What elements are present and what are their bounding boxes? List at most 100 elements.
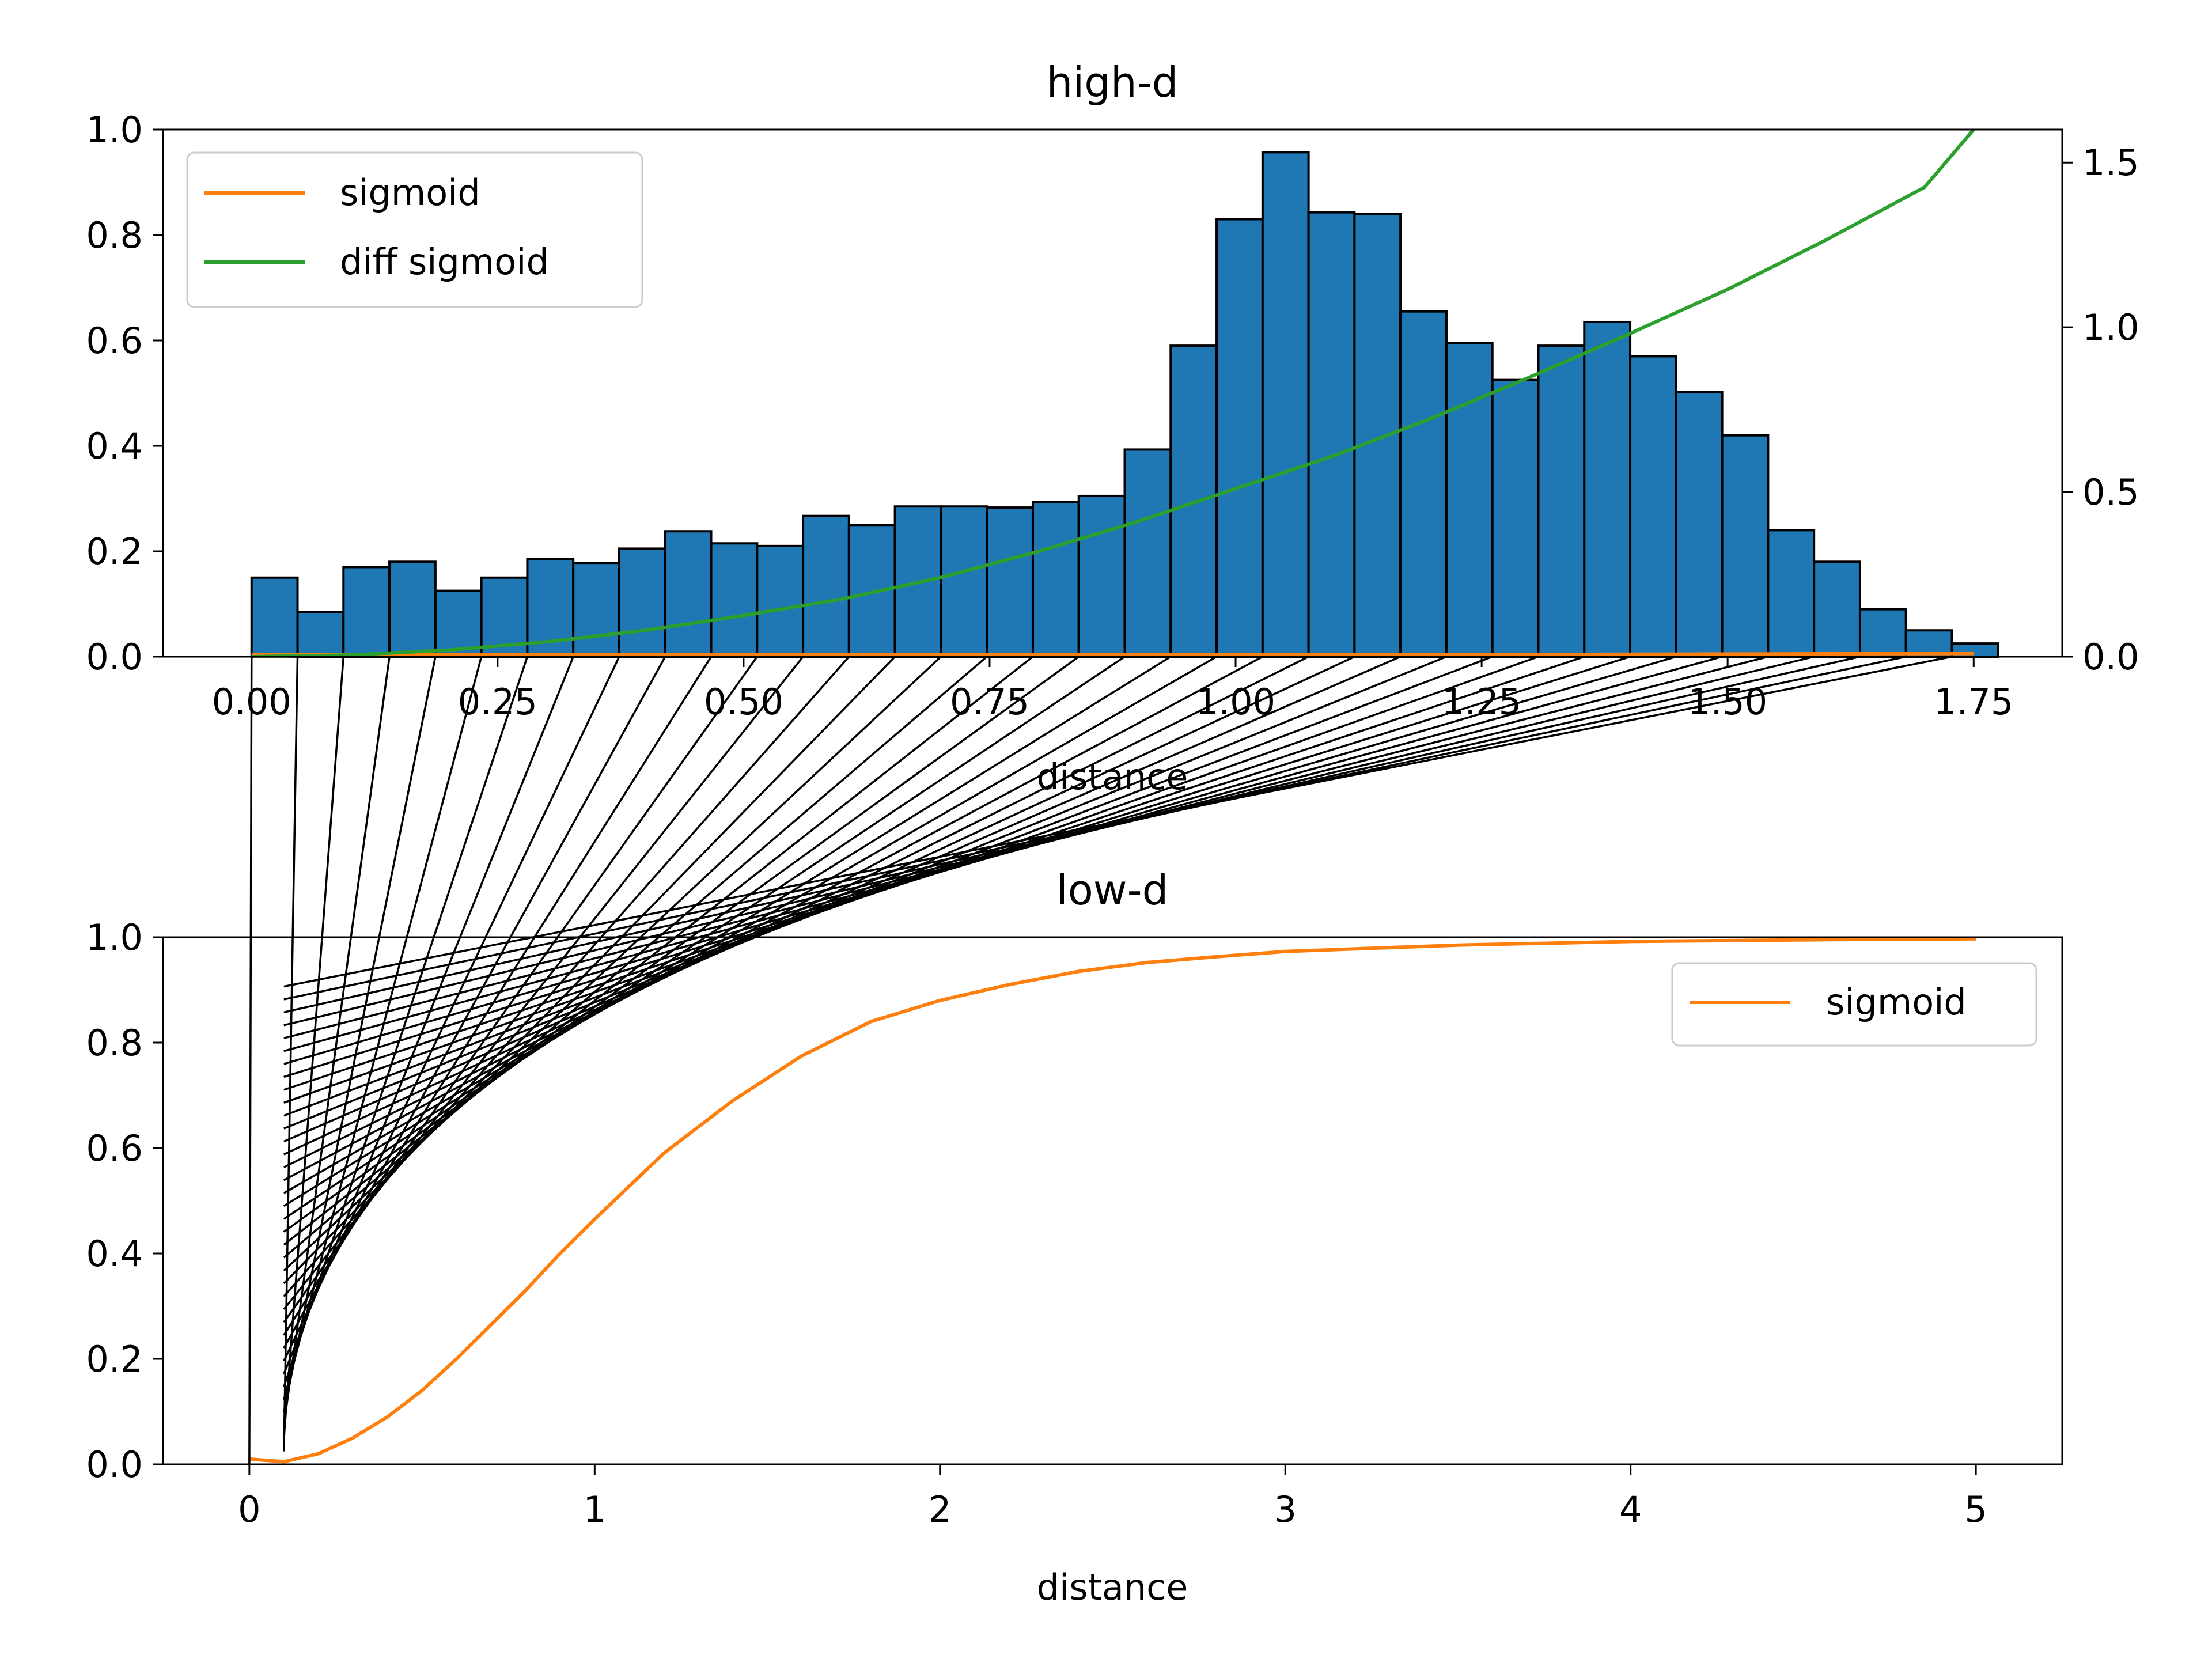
histogram-bar — [296, 611, 345, 658]
histogram-bar — [1858, 608, 1907, 658]
histogram-bar — [1215, 218, 1264, 658]
low-d-legend-box — [1671, 962, 2037, 1047]
histogram-bar — [710, 542, 759, 658]
high-d-x-ticks: 0.000.250.500.751.001.251.501.75 — [212, 657, 2013, 723]
y-tick-label: 0.2 — [86, 531, 143, 573]
high-d-legend-label-diff-sigmoid: diff sigmoid — [340, 241, 549, 283]
histogram-bar — [1583, 320, 1632, 658]
histogram-bar — [1077, 494, 1126, 658]
mapping-lines — [248, 656, 1952, 1465]
x-tick-label: 4 — [1619, 1488, 1642, 1531]
x-tick-label: 0.50 — [704, 681, 783, 723]
mapping-line — [283, 656, 1217, 1194]
x-tick-label: 2 — [929, 1488, 951, 1531]
series-line-sigmoid — [251, 652, 1974, 657]
y2-tick-label: 0.5 — [2082, 471, 2139, 513]
histogram-bar — [1675, 391, 1724, 658]
y-tick-label: 0.8 — [86, 1022, 143, 1064]
mapping-line — [283, 656, 896, 1285]
series-line-sigmoid — [249, 937, 1976, 1464]
histogram-bar — [802, 514, 850, 658]
mapping-line — [248, 656, 253, 1465]
histogram-bar — [756, 544, 805, 658]
high-d-legend: sigmoid diff sigmoid — [186, 151, 643, 308]
high-d-y2-ticks: 0.0 0.5 1.0 1.5 — [2062, 142, 2139, 678]
histogram-bar — [572, 562, 620, 658]
y-tick-label: 1.0 — [86, 916, 143, 959]
histogram-bar — [342, 566, 391, 658]
high-d-y-ticks: 0.0 0.2 0.4 0.6 0.8 1.0 — [86, 109, 163, 678]
mapping-line — [283, 656, 1952, 988]
x-tick-label: 5 — [1964, 1488, 1987, 1531]
y-tick-label: 0.0 — [86, 636, 143, 678]
y-tick-label: 0.6 — [86, 1127, 143, 1169]
histogram-bar — [1123, 448, 1172, 658]
x-tick-label: 1.75 — [1934, 681, 2013, 723]
mapping-line — [283, 656, 1401, 1143]
low-d-x-ticks: 0 1 2 3 4 5 — [238, 1464, 1987, 1531]
mapping-line — [283, 656, 1861, 1014]
y-tick-label: 1.0 — [86, 109, 143, 151]
high-d-bars — [250, 151, 1999, 658]
y2-tick-label: 1.5 — [2082, 142, 2139, 184]
y2-tick-label: 0.0 — [2082, 636, 2139, 678]
low-d-y-ticks: 0.0 0.2 0.4 0.6 0.8 1.0 — [86, 916, 163, 1486]
histogram-bar — [664, 530, 713, 658]
low-d-axes: 0 1 2 3 4 5 0.0 0.2 0.4 0.6 0.8 1.0 distance low-d… — [86, 866, 2063, 1608]
low-d-series — [249, 937, 1976, 1464]
mapping-line — [283, 656, 850, 1297]
mapping-line — [283, 656, 1126, 1220]
low-d-frame — [162, 936, 2063, 1465]
histogram-bar — [388, 560, 437, 658]
y-tick-label: 0.0 — [86, 1444, 143, 1486]
low-d-legend-label-sigmoid: sigmoid — [1826, 981, 1967, 1023]
mapping-line — [283, 656, 1034, 1246]
histogram-bar — [1261, 151, 1310, 658]
histogram-bar — [1353, 213, 1402, 658]
mapping-line — [283, 656, 1309, 1168]
mapping-line — [283, 656, 758, 1323]
histogram-bar — [1307, 211, 1356, 658]
mapping-line — [283, 656, 988, 1259]
x-tick-label: 3 — [1274, 1488, 1297, 1531]
y-tick-label: 0.6 — [86, 320, 143, 362]
mapping-line — [283, 656, 1815, 1027]
y-tick-label: 0.2 — [86, 1338, 143, 1380]
histogram-bar — [618, 547, 666, 658]
mapping-line — [283, 656, 1172, 1207]
histogram-bar — [1767, 529, 1816, 658]
low-d-title: low-d — [1056, 866, 1169, 914]
y-tick-label: 0.4 — [86, 1233, 143, 1275]
mapping-line — [283, 656, 942, 1272]
high-d-series — [251, 128, 1975, 658]
histogram-bar — [250, 576, 299, 658]
y-tick-label: 0.4 — [86, 425, 143, 467]
histogram-bar — [1031, 501, 1080, 658]
histogram-bar — [1399, 310, 1448, 658]
histogram-bar — [986, 506, 1034, 658]
mapping-line — [283, 656, 1263, 1181]
histogram-bar — [1537, 344, 1586, 658]
mapping-line — [283, 656, 1355, 1156]
mapping-line — [283, 656, 804, 1310]
histogram-bar — [1813, 560, 1861, 658]
y-tick-label: 0.8 — [86, 214, 143, 256]
histogram-bar — [1629, 355, 1677, 658]
mapping-line — [283, 656, 1907, 1001]
mapping-line — [283, 656, 1080, 1233]
histogram-bar — [1491, 378, 1540, 658]
high-d-axes: 0.000.250.500.751.001.251.501.75 0.00.20… — [86, 58, 2139, 798]
histogram-bar — [1721, 434, 1770, 658]
low-d-x-label: distance — [1037, 1566, 1188, 1608]
high-d-title: high-d — [1047, 58, 1179, 107]
high-d-legend-label-sigmoid: sigmoid — [340, 172, 480, 214]
histogram-bar — [940, 505, 988, 658]
y2-tick-label: 1.0 — [2082, 306, 2139, 349]
x-tick-label: 1 — [584, 1488, 606, 1531]
x-tick-label: 0.25 — [458, 681, 537, 723]
high-d-frame — [162, 128, 2063, 658]
x-tick-label: 0 — [238, 1488, 260, 1531]
series-line-diff-sigmoid — [251, 128, 1975, 658]
histogram-bar — [1445, 342, 1494, 658]
